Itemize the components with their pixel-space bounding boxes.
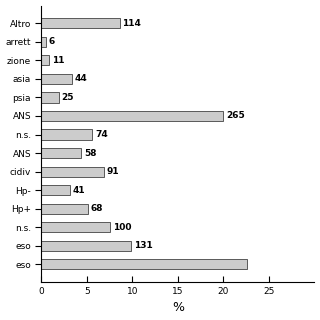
- Bar: [42, 166, 104, 177]
- Bar: [42, 204, 88, 214]
- Bar: [42, 129, 92, 140]
- Text: 131: 131: [134, 241, 153, 250]
- Bar: [42, 74, 72, 84]
- Text: 74: 74: [95, 130, 108, 139]
- X-axis label: %: %: [172, 301, 184, 315]
- Bar: [42, 259, 247, 269]
- Text: 265: 265: [226, 111, 244, 120]
- Bar: [42, 222, 110, 232]
- Text: 25: 25: [61, 93, 74, 102]
- Bar: [42, 92, 59, 102]
- Text: 58: 58: [84, 148, 96, 157]
- Text: 114: 114: [122, 19, 141, 28]
- Text: 6: 6: [48, 37, 55, 46]
- Text: 41: 41: [72, 186, 85, 195]
- Text: 100: 100: [113, 223, 131, 232]
- Text: 44: 44: [74, 74, 87, 84]
- Bar: [42, 37, 45, 47]
- Bar: [42, 111, 223, 121]
- Bar: [42, 18, 120, 28]
- Bar: [42, 148, 81, 158]
- Bar: [42, 185, 69, 195]
- Text: 11: 11: [52, 56, 64, 65]
- Bar: [42, 241, 131, 251]
- Text: 68: 68: [91, 204, 103, 213]
- Bar: [42, 55, 49, 65]
- Text: 91: 91: [107, 167, 119, 176]
